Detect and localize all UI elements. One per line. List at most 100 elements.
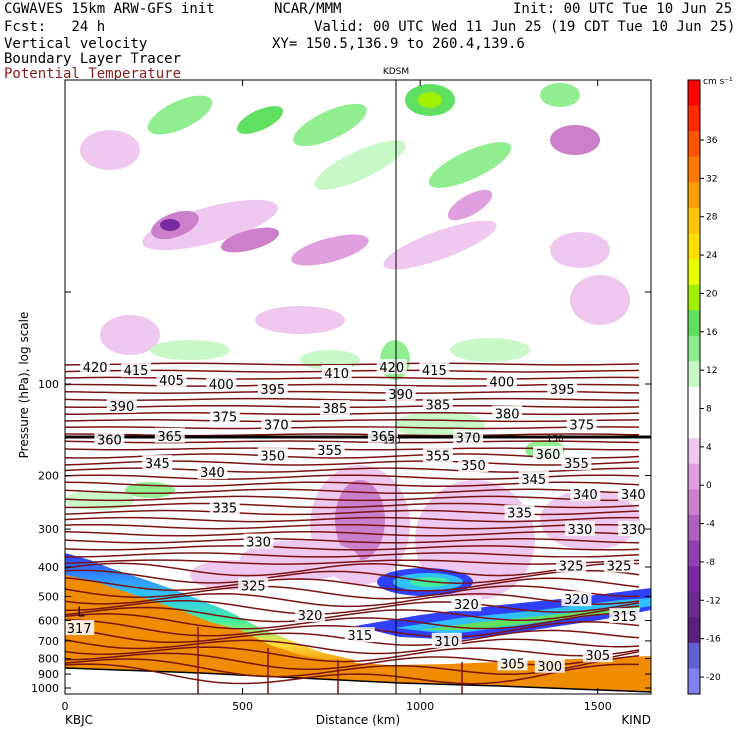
- y-axis-title: Pressure (hPa), log scale: [17, 312, 31, 459]
- theta-label: 305: [585, 649, 610, 664]
- theta-contour-line: [65, 599, 640, 615]
- theta-label-bg: [547, 381, 578, 397]
- theta-label: 317: [67, 622, 92, 637]
- theta-label-bg: [209, 408, 240, 424]
- theta-contour-line: [65, 495, 640, 502]
- theta-contour-line: [65, 638, 640, 655]
- theta-label: 330: [246, 536, 271, 551]
- colorbar-swatch: [688, 642, 700, 669]
- tropopause-label: 150: [547, 435, 564, 445]
- theta-contour-line: [65, 577, 640, 592]
- theta-label-bg: [106, 397, 137, 413]
- theta-label-bg: [497, 655, 528, 671]
- colorbar-swatch: [688, 412, 700, 439]
- theta-contour-line: [65, 605, 640, 623]
- theta-label: 395: [550, 383, 575, 398]
- theta-label: 380: [495, 407, 520, 422]
- colorbar-tick-label: 28: [706, 213, 718, 223]
- tropopause-label: 150: [383, 436, 400, 446]
- colorbar-tick-label: 16: [706, 328, 718, 338]
- theta-label-bg: [156, 371, 187, 387]
- theta-label-bg: [618, 485, 649, 501]
- theta-label-bg: [257, 381, 288, 397]
- theta-label: 395: [260, 383, 285, 398]
- theta-contour-line: [65, 419, 640, 423]
- theta-label: 325: [559, 559, 584, 574]
- colorbar-swatch: [688, 105, 700, 132]
- theta-label-bg: [561, 591, 592, 607]
- colorbar-swatch: [688, 182, 700, 209]
- y-tick-label: 200: [38, 470, 59, 483]
- colorbar-tick-label: -12: [706, 596, 721, 606]
- surface-low-label: L: [77, 605, 85, 620]
- colorbar-swatch: [688, 259, 700, 286]
- x-tick-label: 500: [232, 700, 253, 713]
- theta-contour-line: [65, 612, 640, 630]
- theta-label: 390: [109, 400, 134, 415]
- theta-contour-line: [65, 362, 640, 366]
- theta-label: 385: [323, 402, 348, 417]
- theta-label-bg: [314, 442, 345, 458]
- colorbar-swatch: [688, 617, 700, 644]
- theta-label-bg: [570, 485, 601, 501]
- theta-label: 400: [489, 375, 514, 390]
- xy-endpoints: XY= 150.5,136.9 to 260.4,139.6: [272, 36, 525, 52]
- y-tick-label: 900: [38, 668, 59, 681]
- colorbar-swatch: [688, 463, 700, 490]
- endpoint-left-label: KBJC: [65, 713, 93, 727]
- theta-contour-labels: 420 415 405 400 395 410 385 420 415 400 395 390 390 3…: [65, 359, 649, 675]
- colorbar-tick-label: -4: [706, 520, 715, 530]
- theta-label-bg: [121, 362, 152, 378]
- colorbar-tick-label: 8: [706, 405, 712, 415]
- x-axis-title: Distance (km): [316, 713, 400, 727]
- theta-label-bg: [618, 521, 649, 537]
- theta-contour-line: [65, 426, 640, 430]
- colorbar-swatch: [688, 131, 700, 158]
- endpoint-right-label: KIND: [621, 713, 651, 727]
- theta-contour-line: [65, 663, 640, 685]
- theta-label-bg: [533, 446, 564, 462]
- theta-label: 345: [145, 457, 170, 472]
- colorbar-swatch: [688, 566, 700, 593]
- theta-label: 330: [621, 523, 646, 538]
- theta-label-bg: [238, 577, 269, 593]
- y-tick-label: 600: [38, 615, 59, 628]
- theta-contour-line: [65, 502, 640, 509]
- theta-contour-line: [65, 530, 640, 537]
- theta-label-bg: [197, 464, 228, 480]
- theta-label-bg: [422, 447, 453, 463]
- theta-label: 320: [564, 593, 589, 608]
- theta-label-bg: [261, 416, 292, 432]
- theta-contour-line: [65, 516, 639, 523]
- plot-frame: [64, 79, 652, 695]
- field-boundary-layer-tracer: Boundary Layer Tracer: [4, 51, 182, 67]
- theta-label: 330: [568, 523, 593, 538]
- theta-label: 310: [434, 635, 459, 650]
- theta-label: 350: [260, 450, 285, 465]
- theta-contour-line: [65, 488, 640, 495]
- colorbar-swatch: [688, 335, 700, 362]
- x-tick-label: 1000: [406, 700, 434, 713]
- theta-label-bg: [367, 427, 398, 443]
- field-vertical-velocity: Vertical velocity: [4, 36, 148, 52]
- theta-label: 370: [456, 432, 481, 447]
- theta-label-bg: [422, 396, 453, 412]
- org-label: NCAR/MMM: [274, 1, 342, 17]
- theta-label-bg: [243, 533, 274, 549]
- theta-label-bg: [209, 499, 240, 515]
- colorbar-swatch: [688, 156, 700, 183]
- colorbar-tick-label: -16: [706, 635, 721, 645]
- colorbar-swatch: [688, 387, 700, 414]
- theta-label: 375: [569, 419, 594, 434]
- theta-label-bg: [453, 429, 484, 445]
- theta-contour-line: [65, 559, 640, 565]
- model-title: CGWAVES 15km ARW-GFS init: [4, 1, 215, 17]
- theta-label-bg: [486, 373, 517, 389]
- theta-contour-line: [65, 592, 640, 608]
- theta-label-bg: [582, 647, 613, 663]
- theta-label-bg: [142, 455, 173, 471]
- theta-label: 335: [507, 507, 532, 522]
- theta-label-bg: [344, 627, 375, 643]
- colorbar-swatch: [688, 207, 700, 234]
- theta-contour-line: [65, 412, 640, 416]
